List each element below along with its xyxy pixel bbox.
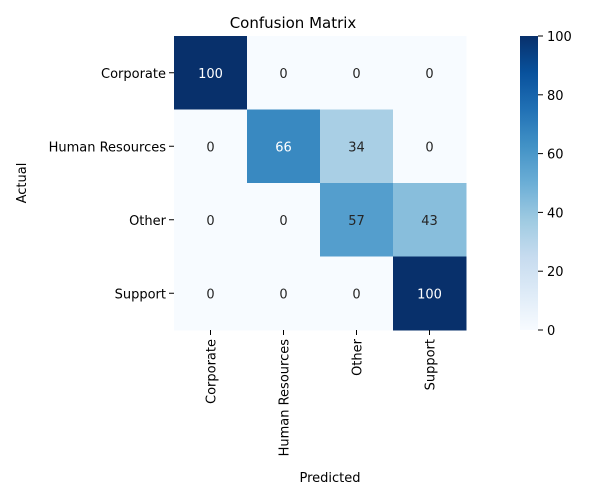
cell-value-r2-c1: 0 — [279, 214, 287, 229]
heatmap-cell-r0-c2 — [320, 36, 394, 110]
heatmap-cell-r0-c3 — [393, 36, 467, 110]
x-tick-label: Support — [424, 339, 439, 390]
heatmap-cell-r2-c2 — [320, 183, 394, 257]
heatmap-cell-r0-c1 — [247, 36, 321, 110]
y-axis-label: Actual — [15, 163, 30, 204]
cell-value-r3-c3: 100 — [417, 287, 442, 302]
heatmap-cells — [174, 36, 467, 331]
colorbar — [520, 36, 538, 330]
heatmap-cell-r1-c2 — [320, 109, 394, 184]
cell-value-r2-c0: 0 — [206, 214, 214, 229]
x-axis-label: Predicted — [299, 471, 360, 486]
heatmap-cell-r3-c2 — [320, 256, 394, 331]
colorbar-tick-label: 60 — [547, 148, 564, 163]
colorbar-tick-label: 80 — [547, 89, 564, 104]
cell-value-r2-c3: 43 — [421, 214, 438, 229]
heatmap-cell-r3-c3 — [393, 256, 467, 331]
y-tick-label: Human Resources — [49, 140, 167, 155]
x-tick-label: Human Resources — [278, 339, 293, 457]
colorbar-ticks: 0 20 40 60 80 100 — [538, 30, 572, 339]
cell-value-r3-c2: 0 — [352, 287, 360, 302]
cell-value-r3-c0: 0 — [206, 287, 214, 302]
heatmap-cell-r2-c1 — [247, 183, 321, 257]
cell-value-r0-c3: 0 — [425, 67, 433, 82]
cell-value-r0-c1: 0 — [279, 67, 287, 82]
heatmap-cell-r2-c3 — [393, 183, 467, 257]
cell-value-r0-c2: 0 — [352, 67, 360, 82]
y-tick-label: Support — [115, 287, 166, 302]
heatmap-cell-r1-c3 — [393, 109, 467, 184]
cell-value-r1-c3: 0 — [425, 140, 433, 155]
cell-value-r1-c0: 0 — [206, 140, 214, 155]
cell-value-r0-c0: 100 — [198, 67, 223, 82]
x-axis-ticks: Corporate Human Resources Other Support — [205, 330, 439, 456]
colorbar-tick-label: 100 — [547, 30, 572, 45]
y-tick-label: Other — [129, 214, 167, 229]
colorbar-tick-label: 40 — [547, 206, 564, 221]
cell-value-r1-c1: 66 — [275, 140, 292, 155]
colorbar-tick-label: 20 — [547, 265, 564, 280]
x-tick-label: Other — [351, 338, 366, 376]
heatmap-cell-r3-c1 — [247, 256, 321, 331]
heatmap-cell-r3-c0 — [174, 256, 248, 331]
cell-value-r2-c2: 57 — [348, 214, 365, 229]
colorbar-tick-label: 0 — [547, 324, 555, 339]
chart-title: Confusion Matrix — [230, 14, 357, 32]
cell-value-r3-c1: 0 — [279, 287, 287, 302]
y-axis-ticks: Corporate Human Resources Other Support — [49, 67, 174, 302]
heatmap-cell-r2-c0 — [174, 183, 248, 257]
y-tick-label: Corporate — [101, 67, 166, 82]
heatmap-cell-r0-c0 — [174, 36, 248, 110]
x-tick-label: Corporate — [205, 339, 220, 404]
cell-value-r1-c2: 34 — [348, 140, 365, 155]
heatmap-cell-labels: 100 0 0 0 0 66 34 0 0 0 57 43 0 0 0 100 — [198, 67, 442, 303]
heatmap-cell-r1-c0 — [174, 109, 248, 184]
heatmap-cell-r1-c1 — [247, 109, 321, 184]
